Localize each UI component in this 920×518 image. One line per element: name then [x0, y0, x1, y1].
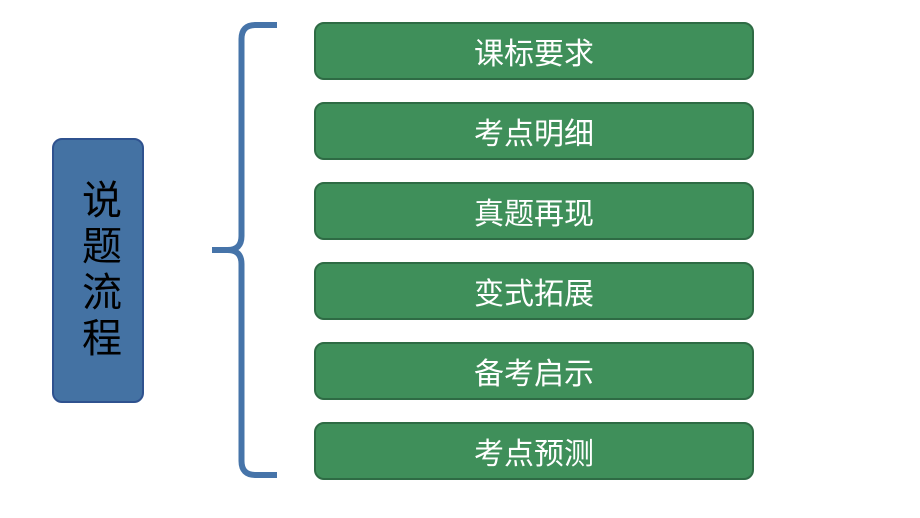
- item-box-1: 考点明细: [314, 102, 754, 160]
- item-box-0: 课标要求: [314, 22, 754, 80]
- item-label-3: 变式拓展: [474, 269, 594, 313]
- item-label-1: 考点明细: [474, 109, 594, 153]
- title-box: 说题流程: [52, 138, 144, 403]
- item-box-3: 变式拓展: [314, 262, 754, 320]
- item-box-5: 考点预测: [314, 422, 754, 480]
- item-label-0: 课标要求: [474, 29, 594, 73]
- diagram-canvas: 说题流程 课标要求 考点明细 真题再现 变式拓展 备考启示 考点预测: [0, 0, 920, 518]
- item-box-4: 备考启示: [314, 342, 754, 400]
- item-label-4: 备考启示: [474, 349, 594, 393]
- item-label-2: 真题再现: [474, 189, 594, 233]
- title-text: 说题流程: [69, 179, 127, 363]
- item-box-2: 真题再现: [314, 182, 754, 240]
- item-label-5: 考点预测: [474, 429, 594, 473]
- brace-connector: [210, 22, 280, 478]
